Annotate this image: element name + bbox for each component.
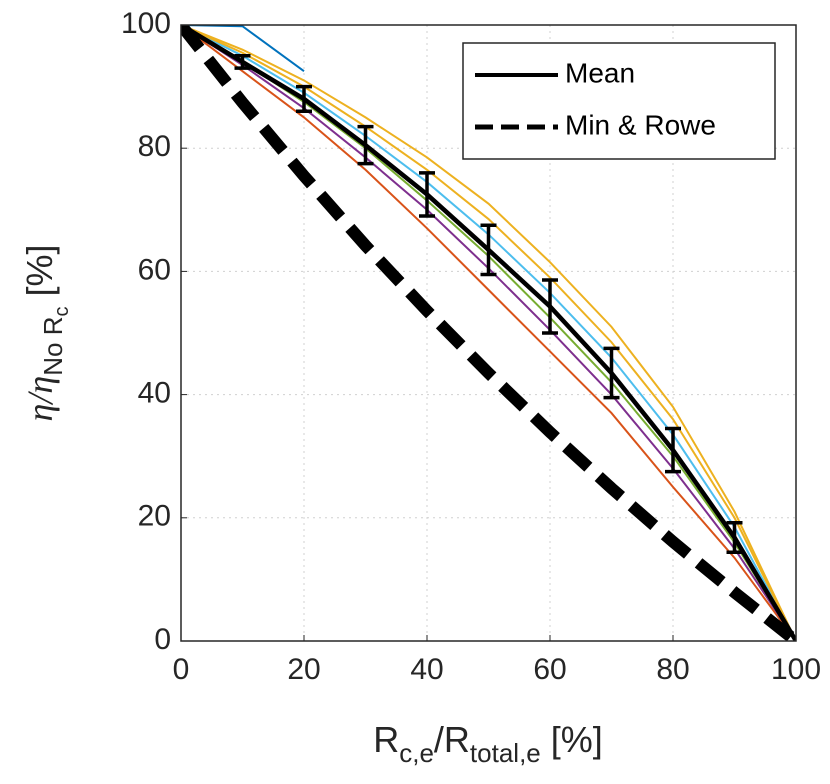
y-tick-label: 0 [154,623,171,656]
y-axis-label: η/ηNo Rc [%] [19,245,73,422]
y-label-part: η/η [20,376,60,422]
x-label-sub: c,e [399,738,434,768]
x-tick-label: 0 [173,653,190,686]
legend-label: Mean [565,57,635,88]
run-line [181,25,796,641]
error-bar [603,346,620,400]
y-tick-label: 20 [138,500,171,533]
legend-box [462,42,776,160]
error-bar [480,223,497,277]
y-label-part: [%] [19,245,60,307]
error-bar [542,278,558,335]
axes-box [180,24,797,642]
error-bar [234,54,251,70]
x-tick-label: 100 [771,653,821,686]
x-label-part: /R [434,719,470,760]
plot-area [181,25,796,641]
error-bar [419,171,435,218]
error-bar [357,124,374,166]
y-label-sub: c [51,307,73,317]
x-tick-label: 20 [287,653,320,686]
series-line [181,25,796,641]
error-bar [726,520,743,555]
x-tick-label: 80 [656,653,689,686]
x-tick-label: 60 [533,653,566,686]
y-tick-label: 80 [138,130,171,163]
run-line [181,25,796,641]
x-axis-label: Rc,e/Rtotal,e [%] [373,719,603,768]
y-label-sub: No R [38,317,68,376]
x-label-part: [%] [541,719,603,760]
y-tick-label: 60 [138,253,171,286]
legend: Mean Min & Rowe [462,42,776,160]
y-tick-label: 40 [138,377,171,410]
legend-label: Min & Rowe [565,109,716,140]
error-bar [296,84,312,113]
error-bar [665,426,681,474]
y-tick-label: 100 [121,7,171,40]
x-label-sub: total,e [470,738,541,768]
run-line [181,25,796,641]
x-label-part: R [373,719,399,760]
x-tick-label: 40 [410,653,443,686]
